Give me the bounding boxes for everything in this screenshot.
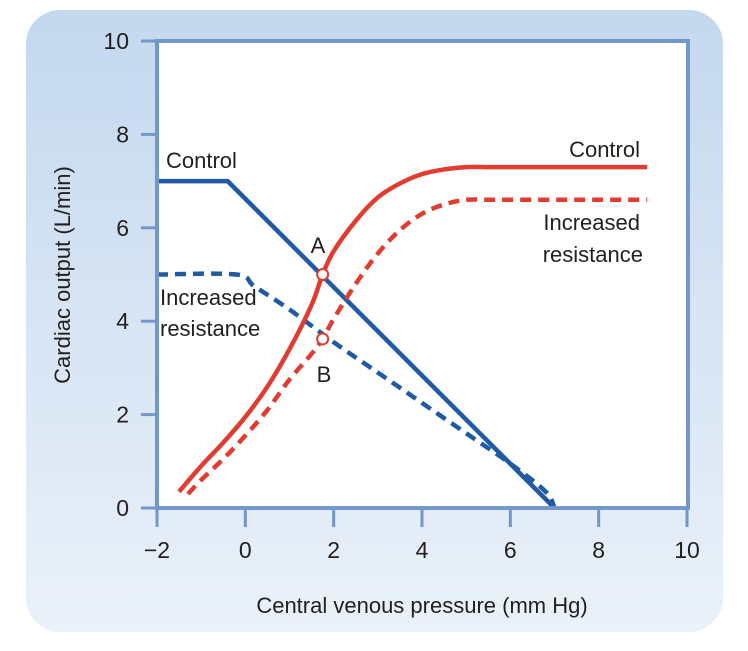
venous-return-control-line — [157, 178, 557, 510]
label-cardiac-increased-line2: resistance — [543, 242, 643, 267]
x-tick-label: 8 — [592, 537, 605, 563]
cardiac-output-control-curve — [177, 164, 648, 494]
curves — [156, 164, 648, 510]
y-tick-label: 6 — [116, 215, 129, 241]
venous-return-increased-resistance-line — [156, 271, 557, 510]
y-tick-label: 8 — [116, 121, 129, 147]
x-tick-label: 2 — [327, 537, 340, 563]
point-a — [316, 268, 330, 281]
label-venous-control: Control — [166, 148, 237, 173]
label-cardiac-increased-line1: Increased — [543, 210, 640, 235]
y-axis-title: Cardiac output (L/min) — [50, 166, 75, 384]
plot-frame — [155, 39, 690, 510]
x-tick-label: 6 — [504, 537, 517, 563]
label-venous-increased-line1: Increased — [160, 285, 257, 310]
label-point-a: A — [311, 233, 326, 258]
x-tick-label: 0 — [239, 537, 252, 563]
label-venous-increased-line2: resistance — [160, 316, 260, 341]
x-axis-title: Central venous pressure (mm Hg) — [256, 593, 587, 618]
axis-ticks: −2 0 2 4 6 8 10 0 2 4 6 8 10 — [103, 28, 699, 563]
point-b — [316, 332, 330, 346]
equilibrium-points — [316, 268, 330, 346]
label-point-b: B — [317, 362, 332, 387]
x-tick-label: 10 — [674, 537, 700, 563]
x-tick-label: −2 — [144, 537, 170, 563]
label-cardiac-control: Control — [569, 137, 640, 162]
y-tick-label: 0 — [116, 495, 129, 521]
x-tick-label: 4 — [416, 537, 429, 563]
plot-area — [157, 41, 688, 508]
cardiac-output-increased-resistance-curve — [186, 197, 648, 496]
y-tick-label: 10 — [103, 28, 129, 54]
y-tick-label: 4 — [116, 308, 129, 334]
y-tick-label: 2 — [116, 402, 129, 428]
